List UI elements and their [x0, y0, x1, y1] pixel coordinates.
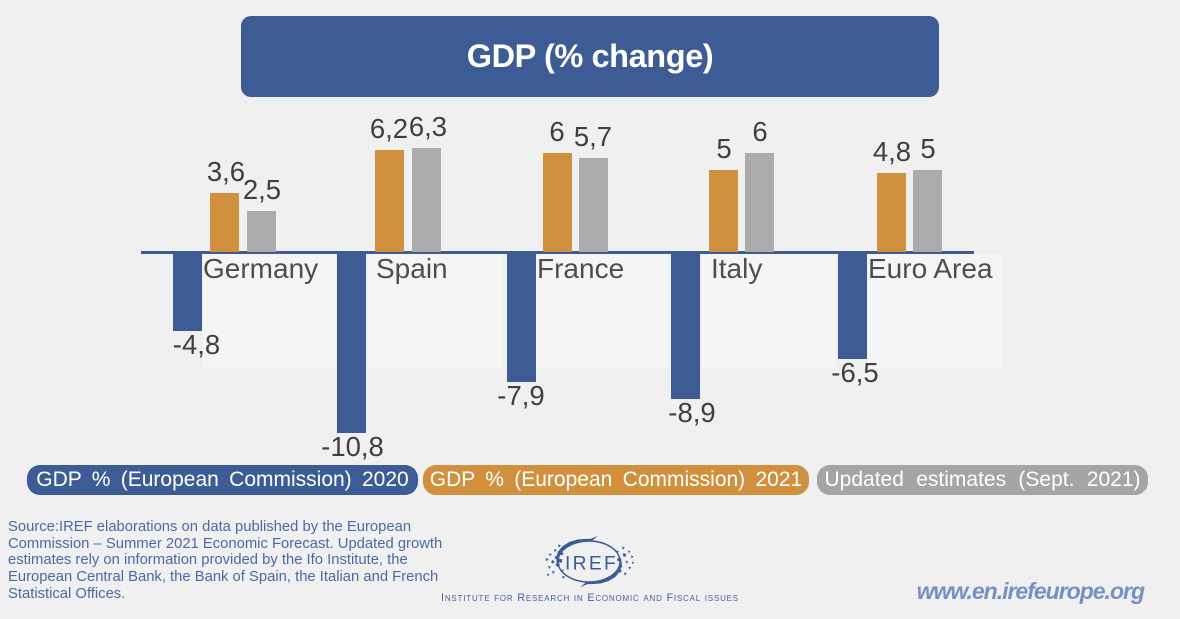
svg-text:IREF: IREF	[565, 554, 618, 575]
